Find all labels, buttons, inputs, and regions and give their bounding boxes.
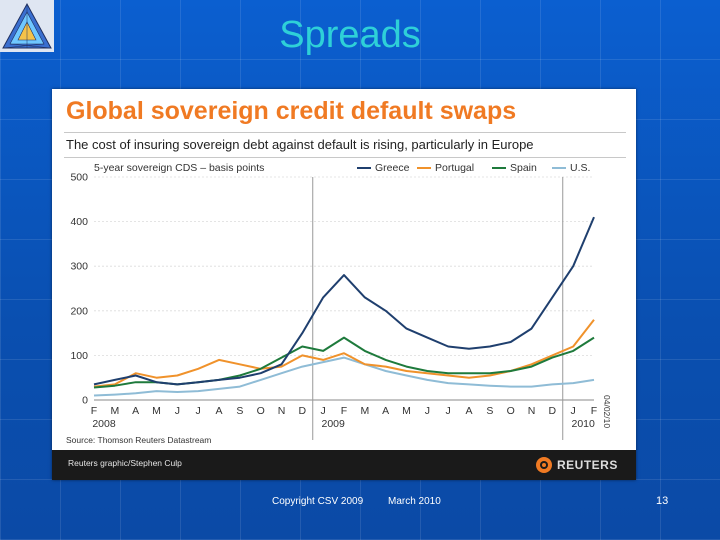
source-note: Source: Thomson Reuters Datastream (66, 435, 212, 445)
x-tick-label: S (236, 405, 243, 417)
cds-line-chart: 0 100 200 300 400 500 F M A M J J A S O N D J F M A M J J A S O N D J… (70, 172, 597, 440)
copyright-text: Copyright CSV 2009 (272, 496, 364, 507)
year-label-2008: 2008 (92, 418, 116, 430)
y-tick-label: 200 (70, 305, 88, 317)
x-tick-label: M (110, 405, 119, 417)
chart-figure: Global sovereign credit default swaps Th… (52, 89, 636, 480)
legend-spain: Spain (492, 162, 537, 174)
series-line-greece (93, 216, 595, 386)
x-tick-label: A (465, 405, 472, 417)
x-tick-label: F (591, 405, 597, 417)
legend-swatch-portugal (417, 167, 431, 170)
figure-subtitle: The cost of insuring sovereign debt agai… (66, 137, 534, 152)
page-number: 13 (656, 495, 669, 507)
legend-label-us: U.S. (570, 162, 591, 174)
x-tick-label: M (152, 405, 161, 417)
x-tick-label: J (425, 405, 430, 417)
x-tick-label: A (215, 405, 222, 417)
year-label-2009: 2009 (321, 418, 345, 430)
x-tick-label: D (299, 405, 307, 417)
x-tick-label: O (507, 405, 515, 417)
x-tick-label: J (446, 405, 451, 417)
x-tick-label: N (528, 405, 536, 417)
series-line-portugal (93, 319, 595, 388)
x-tick-label: M (402, 405, 411, 417)
title-divider (64, 132, 626, 133)
legend-label-portugal: Portugal (435, 162, 475, 174)
figure-title: Global sovereign credit default swaps (66, 97, 517, 125)
y-tick-label: 500 (70, 172, 88, 184)
x-tick-label: J (196, 405, 201, 417)
x-tick-label: N (278, 405, 286, 417)
x-tick-label: D (549, 405, 557, 417)
series-line-us (93, 356, 595, 397)
y-axis-label: 5-year sovereign CDS – basis points (94, 162, 265, 174)
x-tick-label: A (382, 405, 389, 417)
y-tick-label: 400 (70, 216, 88, 228)
date-stamp: 04/02/10 (602, 395, 612, 429)
x-tick-label: F (91, 405, 97, 417)
x-tick-label: O (257, 405, 265, 417)
legend-us: U.S. (552, 162, 590, 174)
slide-title: Spreads (279, 14, 421, 56)
legend-portugal: Portugal (417, 162, 474, 174)
x-tick-label: J (175, 405, 180, 417)
x-tick-label: A (132, 405, 139, 417)
x-tick-label: F (341, 405, 347, 417)
reuters-logo-icon (536, 457, 552, 473)
legend-label-spain: Spain (510, 162, 537, 174)
subtitle-divider (64, 157, 626, 158)
x-tick-label: J (571, 405, 576, 417)
year-label-2010: 2010 (571, 418, 595, 430)
date-text: March 2010 (388, 496, 441, 507)
x-tick-label: J (321, 405, 326, 417)
graphic-credit: Reuters graphic/Stephen Culp (68, 458, 182, 468)
legend-swatch-us (552, 167, 566, 170)
reuters-brand: REUTERS (557, 458, 618, 472)
y-tick-label: 0 (82, 395, 88, 407)
x-tick-label: S (486, 405, 493, 417)
mesh-logo-icon (0, 0, 54, 52)
y-tick-label: 300 (70, 261, 88, 273)
legend-label-greece: Greece (375, 162, 410, 174)
series-line-spain (93, 336, 595, 389)
legend-swatch-spain (492, 167, 506, 170)
legend-swatch-greece (357, 167, 371, 170)
x-tick-label: M (360, 405, 369, 417)
y-tick-label: 100 (70, 350, 88, 362)
legend-greece: Greece (357, 162, 409, 174)
